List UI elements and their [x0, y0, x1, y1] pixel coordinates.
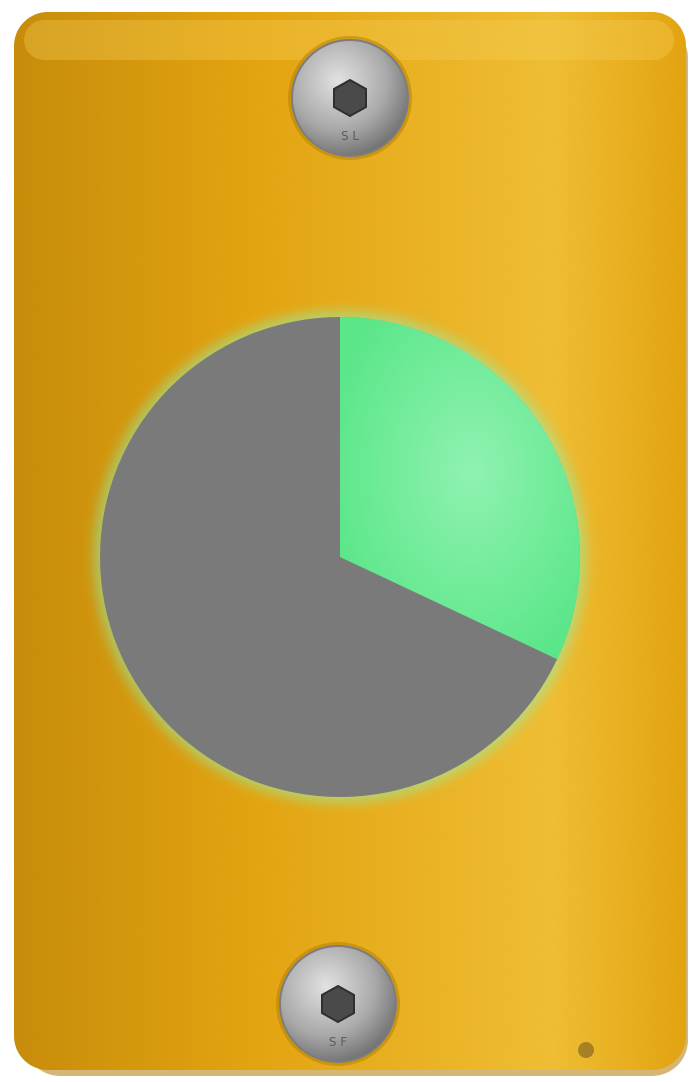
indicator-lit-segment — [340, 317, 581, 660]
screw-top-stamp: S L — [341, 129, 359, 143]
housing-blemish — [578, 1042, 594, 1058]
circular-progress-indicator — [94, 311, 586, 803]
hex-socket-screw-icon: S L — [288, 36, 412, 160]
hex-socket-screw-icon: S F — [276, 942, 400, 1066]
screw-bottom-stamp: S F — [329, 1035, 347, 1049]
